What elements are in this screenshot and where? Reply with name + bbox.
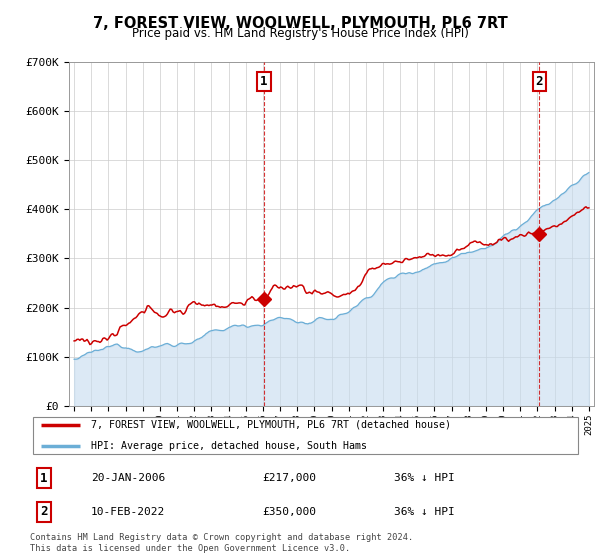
Text: 10-FEB-2022: 10-FEB-2022 — [91, 507, 165, 517]
Text: 1: 1 — [260, 75, 268, 88]
Text: £350,000: £350,000 — [262, 507, 316, 517]
Text: 2: 2 — [40, 505, 47, 519]
Text: Price paid vs. HM Land Registry's House Price Index (HPI): Price paid vs. HM Land Registry's House … — [131, 27, 469, 40]
Text: 20-JAN-2006: 20-JAN-2006 — [91, 473, 165, 483]
Text: 36% ↓ HPI: 36% ↓ HPI — [394, 507, 455, 517]
Text: 7, FOREST VIEW, WOOLWELL, PLYMOUTH, PL6 7RT (detached house): 7, FOREST VIEW, WOOLWELL, PLYMOUTH, PL6 … — [91, 420, 451, 430]
Text: HPI: Average price, detached house, South Hams: HPI: Average price, detached house, Sout… — [91, 441, 367, 451]
FancyBboxPatch shape — [33, 417, 578, 454]
Text: 36% ↓ HPI: 36% ↓ HPI — [394, 473, 455, 483]
Text: 2: 2 — [536, 75, 543, 88]
Text: £217,000: £217,000 — [262, 473, 316, 483]
Text: Contains HM Land Registry data © Crown copyright and database right 2024.
This d: Contains HM Land Registry data © Crown c… — [30, 533, 413, 553]
Text: 1: 1 — [40, 472, 47, 485]
Text: 7, FOREST VIEW, WOOLWELL, PLYMOUTH, PL6 7RT: 7, FOREST VIEW, WOOLWELL, PLYMOUTH, PL6 … — [92, 16, 508, 31]
